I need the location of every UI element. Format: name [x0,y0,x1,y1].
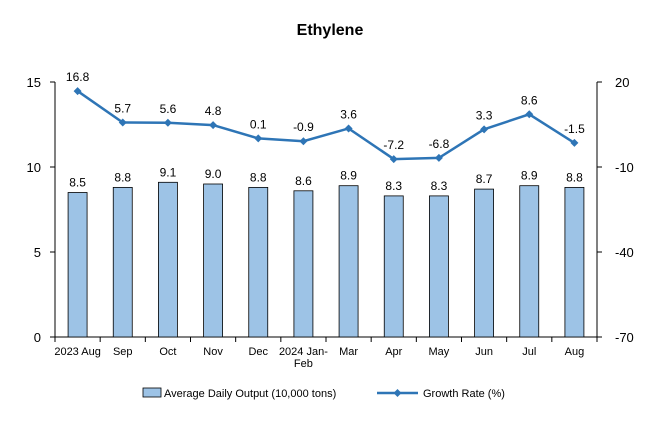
bar [429,195,449,338]
x-tick-label: Dec [248,346,268,358]
x-tick-label: Jun [475,346,493,358]
growth-rate-label: 3.3 [476,108,493,122]
growth-rate-point [480,125,489,134]
growth-rate-point [209,121,218,130]
y-right-tick-label: -70 [615,330,634,345]
x-tick-label: Oct [159,346,176,358]
growth-rate-label: -1.5 [564,122,585,136]
growth-rate-point [73,87,82,96]
growth-rate-point [254,134,263,143]
bar-value-label: 8.9 [521,169,538,183]
bar [158,181,178,338]
bar [67,192,88,338]
x-tick-label: Aug [565,346,585,358]
x-tick-label: 2024 Jan- [279,346,328,358]
y-left-tick-label: 0 [34,330,41,345]
growth-rate-label: 8.6 [521,93,538,107]
growth-rate-label: 16.8 [66,70,90,84]
growth-rate-point [118,118,127,127]
x-tick-label: Apr [385,346,402,358]
bar [293,190,314,338]
y-right-tick-label: -40 [615,245,634,260]
y-right-tick-label: -10 [615,160,634,175]
growth-rate-point [525,110,534,119]
bar-value-label: 8.8 [250,170,267,184]
bar [248,186,269,338]
growth-rate-point [434,153,443,162]
growth-rate-label: 3.6 [340,107,357,121]
x-tick-label: May [429,346,450,358]
bar-value-label: 8.3 [431,179,448,193]
growth-rate-label: 5.7 [114,102,131,116]
x-tick-label: Feb [294,358,313,370]
bar [474,188,494,338]
growth-rate-label: 4.8 [205,104,222,118]
legend-swatch-marker [393,389,402,397]
bar-value-label: 9.1 [160,165,177,179]
legend-label-line: Growth Rate (%) [423,388,505,400]
chart-title: Ethylene [296,22,364,39]
growth-rate-point [163,118,172,127]
growth-rate-label: -7.2 [383,138,404,152]
bar-value-label: 8.7 [476,172,493,186]
bar-value-label: 8.6 [295,174,312,188]
bar-value-label: 8.9 [340,169,357,183]
y-left-tick-label: 5 [34,245,41,260]
bar [383,195,404,338]
growth-rate-label: 5.6 [160,102,177,116]
bar [519,185,540,338]
bar [564,186,585,338]
x-tick-label: Nov [203,346,223,358]
x-tick-label: 2023 Aug [54,346,101,358]
bar-value-label: 8.8 [566,170,583,184]
legend-label-bar: Average Daily Output (10,000 tons) [164,388,336,400]
bar-value-label: 8.5 [69,176,86,190]
bar-value-label: 8.8 [114,170,131,184]
y-right-tick-label: 20 [615,75,629,90]
growth-rate-point [344,124,353,133]
x-tick-label: Jul [522,346,536,358]
bar [338,185,359,338]
bar [112,186,133,338]
growth-rate-point [299,137,308,146]
x-tick-label: Sep [113,346,133,358]
growth-rate-line [76,90,576,161]
growth-rate-point [389,155,398,164]
bar-value-label: 9.0 [205,167,222,181]
growth-rate-label: -6.8 [429,137,450,151]
legend-swatch-bar [142,387,162,398]
bar [203,183,223,338]
y-left-tick-label: 15 [27,75,41,90]
y-left-tick-label: 10 [27,160,41,175]
growth-rate-label: -0.9 [293,120,314,134]
growth-rate-point [570,138,579,147]
bar-value-label: 8.3 [385,179,402,193]
growth-rate-label: 0.1 [250,117,267,131]
x-tick-label: Mar [339,346,358,358]
